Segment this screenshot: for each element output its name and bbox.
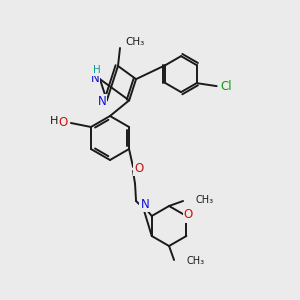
Text: N: N <box>141 197 149 211</box>
Text: H: H <box>93 65 101 75</box>
Text: H: H <box>50 116 58 126</box>
Text: N: N <box>91 72 99 85</box>
Text: N: N <box>98 95 106 108</box>
Text: Cl: Cl <box>221 80 232 93</box>
Text: O: O <box>134 161 144 175</box>
Text: CH₃: CH₃ <box>186 256 204 266</box>
Text: O: O <box>184 208 193 221</box>
Text: CH₃: CH₃ <box>125 37 144 47</box>
Text: O: O <box>58 116 68 128</box>
Text: CH₃: CH₃ <box>195 195 213 205</box>
